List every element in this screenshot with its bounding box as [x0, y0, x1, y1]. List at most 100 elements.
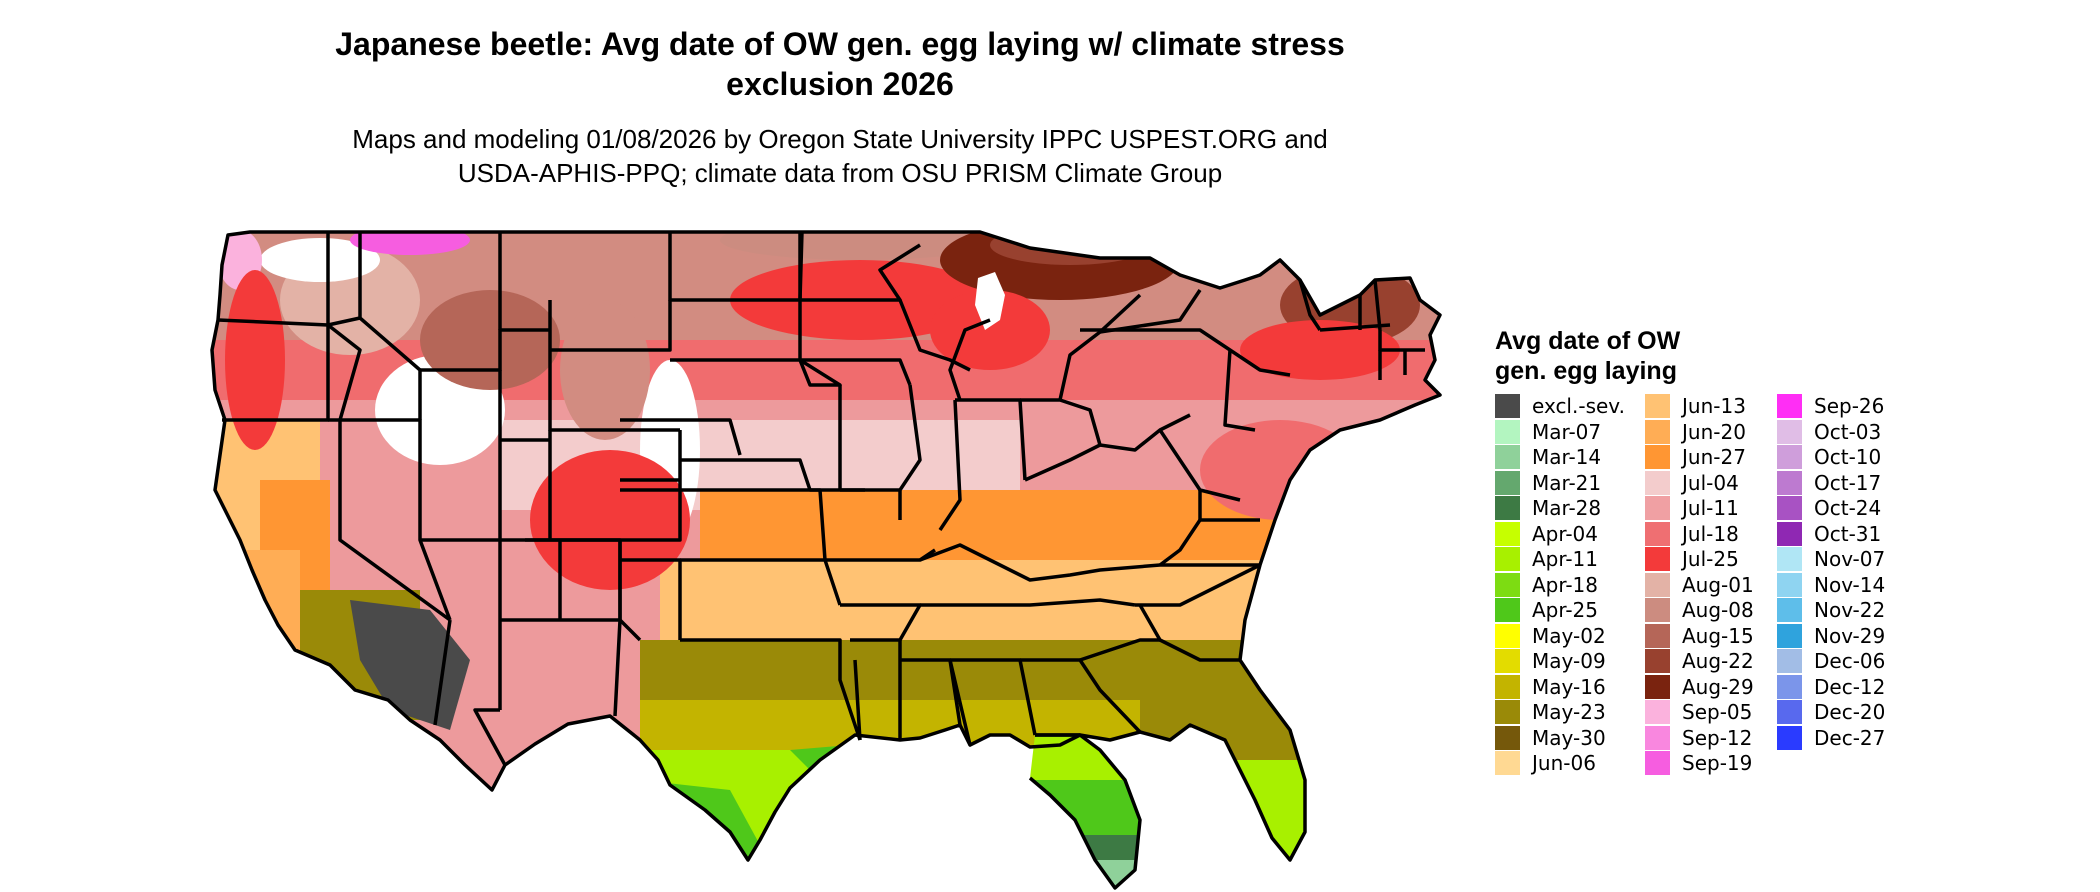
legend-label: Jun-06 [1532, 750, 1596, 776]
legend-swatch [1495, 522, 1520, 546]
legend-label: May-02 [1532, 623, 1606, 649]
legend-swatch [1645, 726, 1670, 750]
legend-item: Oct-24 [1777, 496, 1977, 521]
legend-swatch [1777, 496, 1802, 520]
legend-label: Jul-11 [1682, 495, 1739, 521]
legend-label: Oct-24 [1814, 495, 1881, 521]
legend-swatch [1645, 598, 1670, 622]
legend-item: Sep-26 [1777, 394, 1977, 419]
legend-swatch [1495, 547, 1520, 571]
legend-title: Avg date of OWgen. egg laying [1495, 326, 1680, 386]
map-title: Japanese beetle: Avg date of OW gen. egg… [200, 24, 1480, 104]
legend-label: Oct-10 [1814, 444, 1881, 470]
legend-label: Jul-25 [1682, 546, 1739, 572]
legend-label: Apr-11 [1532, 546, 1598, 572]
legend-swatch [1645, 394, 1670, 418]
legend-swatch [1777, 522, 1802, 546]
legend-swatch [1777, 394, 1802, 418]
legend-item: Oct-10 [1777, 445, 1977, 470]
legend-swatch [1495, 471, 1520, 495]
legend-label: Aug-29 [1682, 674, 1754, 700]
legend-label: May-16 [1532, 674, 1606, 700]
legend-swatch [1645, 700, 1670, 724]
legend-swatch [1777, 624, 1802, 648]
legend-label: Jun-13 [1682, 393, 1746, 419]
legend-label: May-30 [1532, 725, 1606, 751]
legend-label: Mar-21 [1532, 470, 1601, 496]
legend-item: Dec-12 [1777, 675, 1977, 700]
legend-swatch [1645, 649, 1670, 673]
map-legend: Avg date of OWgen. egg laying excl.-sev.… [1495, 326, 2015, 786]
legend-label: Nov-29 [1814, 623, 1885, 649]
legend-swatch [1645, 675, 1670, 699]
legend-label: Sep-26 [1814, 393, 1884, 419]
legend-swatch [1495, 394, 1520, 418]
legend-swatch [1777, 573, 1802, 597]
legend-label: Aug-22 [1682, 648, 1754, 674]
legend-item: Oct-03 [1777, 420, 1977, 445]
legend-swatch [1777, 675, 1802, 699]
legend-label: Dec-12 [1814, 674, 1885, 700]
legend-item: Oct-17 [1777, 471, 1977, 496]
legend-label: Dec-27 [1814, 725, 1885, 751]
legend-swatch [1777, 598, 1802, 622]
legend-swatch [1777, 420, 1802, 444]
legend-swatch [1495, 598, 1520, 622]
us-map [200, 220, 1500, 892]
legend-swatch [1645, 522, 1670, 546]
legend-label: Nov-07 [1814, 546, 1885, 572]
legend-swatch [1777, 445, 1802, 469]
legend-swatch [1645, 547, 1670, 571]
legend-label: Aug-15 [1682, 623, 1754, 649]
legend-swatch [1495, 675, 1520, 699]
legend-item: Dec-20 [1777, 700, 1977, 725]
legend-label: Apr-04 [1532, 521, 1598, 547]
legend-label: excl.-sev. [1532, 393, 1625, 419]
legend-swatch [1495, 573, 1520, 597]
legend-label: Dec-20 [1814, 699, 1885, 725]
legend-label: May-09 [1532, 648, 1606, 674]
legend-label: Oct-17 [1814, 470, 1881, 496]
legend-swatch [1495, 420, 1520, 444]
legend-swatch [1645, 445, 1670, 469]
legend-label: Aug-01 [1682, 572, 1754, 598]
legend-swatch [1495, 726, 1520, 750]
legend-swatch [1645, 471, 1670, 495]
legend-swatch [1495, 751, 1520, 775]
legend-swatch [1495, 649, 1520, 673]
legend-swatch [1495, 445, 1520, 469]
legend-swatch [1777, 726, 1802, 750]
legend-label: Oct-03 [1814, 419, 1881, 445]
map-subtitle: Maps and modeling 01/08/2026 by Oregon S… [200, 122, 1480, 190]
legend-swatch [1495, 624, 1520, 648]
legend-item: Oct-31 [1777, 522, 1977, 547]
legend-swatch [1777, 547, 1802, 571]
legend-label: Mar-28 [1532, 495, 1601, 521]
legend-label: Sep-05 [1682, 699, 1752, 725]
legend-label: Sep-19 [1682, 750, 1752, 776]
legend-label: Jun-20 [1682, 419, 1746, 445]
legend-label: Dec-06 [1814, 648, 1885, 674]
legend-swatch [1645, 573, 1670, 597]
legend-swatch [1777, 649, 1802, 673]
legend-label: Nov-22 [1814, 597, 1885, 623]
legend-swatch [1777, 700, 1802, 724]
legend-item: Nov-29 [1777, 624, 1977, 649]
legend-label: Apr-25 [1532, 597, 1598, 623]
legend-item: Nov-14 [1777, 573, 1977, 598]
legend-swatch [1495, 496, 1520, 520]
legend-swatch [1645, 420, 1670, 444]
legend-label: Mar-14 [1532, 444, 1601, 470]
legend-label: May-23 [1532, 699, 1606, 725]
legend-swatch [1645, 624, 1670, 648]
legend-swatch [1495, 700, 1520, 724]
legend-item: Dec-06 [1777, 649, 1977, 674]
legend-label: Jul-04 [1682, 470, 1739, 496]
legend-swatch [1645, 496, 1670, 520]
legend-label: Apr-18 [1532, 572, 1598, 598]
legend-label: Jul-18 [1682, 521, 1739, 547]
legend-swatch [1777, 471, 1802, 495]
legend-item: Nov-07 [1777, 547, 1977, 572]
legend-swatch [1645, 751, 1670, 775]
legend-label: Sep-12 [1682, 725, 1752, 751]
